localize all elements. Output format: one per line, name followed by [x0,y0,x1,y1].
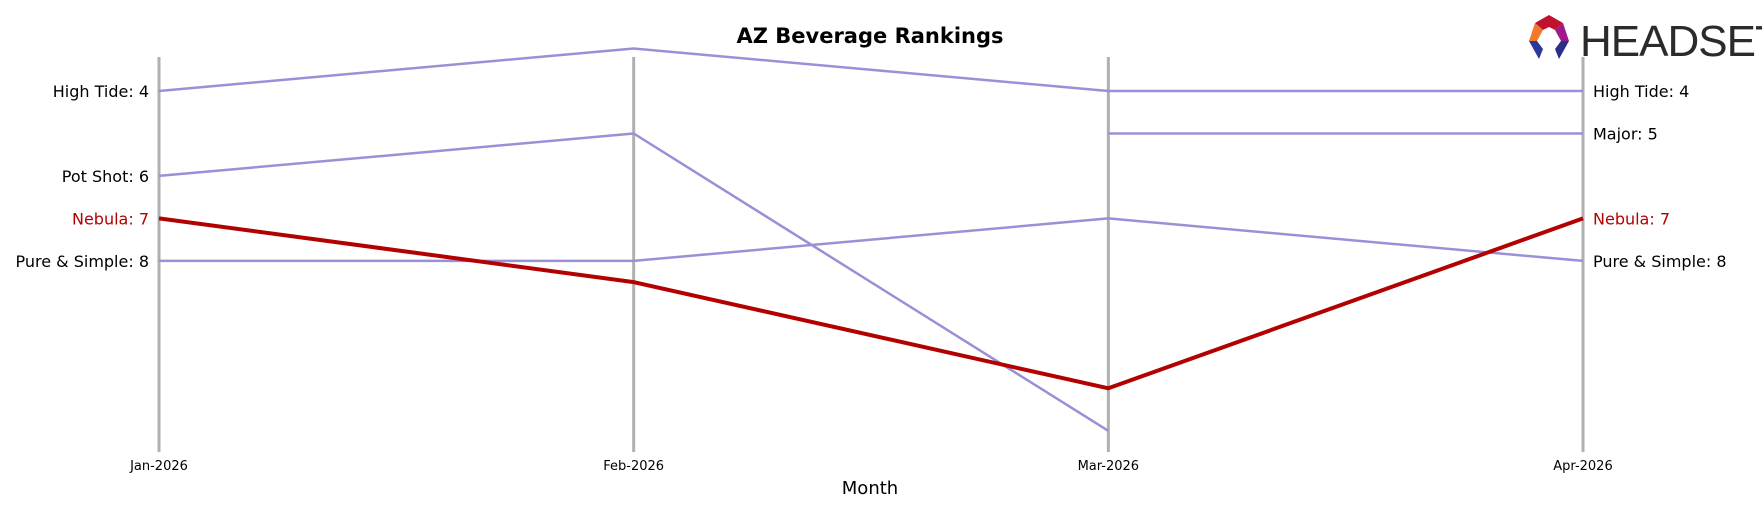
rank-label: High Tide: 4 [53,82,149,101]
rank-label: Pure & Simple: 8 [15,252,149,271]
rank-label: Nebula: 7 [72,209,149,228]
chart-title: AZ Beverage Rankings [736,24,1003,48]
x-tick-label: Jan-2026 [129,459,188,474]
headset-logo: HEADSET [1529,15,1762,66]
x-tick-label: Feb-2026 [603,459,664,474]
x-tick-labels: Jan-2026 Feb-2026 Mar-2026 Apr-2026 [129,459,1613,474]
rank-label: Nebula: 7 [1593,209,1670,228]
month-gridlines [157,57,1585,452]
headset-hexagon-logo-icon [1529,15,1569,59]
rank-label: Pure & Simple: 8 [1593,252,1727,271]
x-tick-label: Apr-2026 [1553,459,1612,474]
series-lines [158,47,1584,432]
right-rank-labels: High Tide: 4 Major: 5 Nebula: 7 Pure & Simp… [1593,82,1727,271]
x-tick-label: Mar-2026 [1078,459,1139,474]
logo-text: HEADSET [1580,17,1762,66]
series-line-pot-shot [158,132,1109,432]
series-line-nebula [158,216,1584,391]
rank-label: Major: 5 [1593,124,1658,143]
left-rank-labels: High Tide: 4 Pot Shot: 6 Nebula: 7 Pure & S… [15,82,149,271]
rank-label: High Tide: 4 [1593,82,1689,101]
x-axis-label: Month [842,478,898,499]
rank-label: Pot Shot: 6 [62,167,149,186]
series-line-high-tide [158,47,1583,93]
series-line-pure-simple [159,217,1584,263]
